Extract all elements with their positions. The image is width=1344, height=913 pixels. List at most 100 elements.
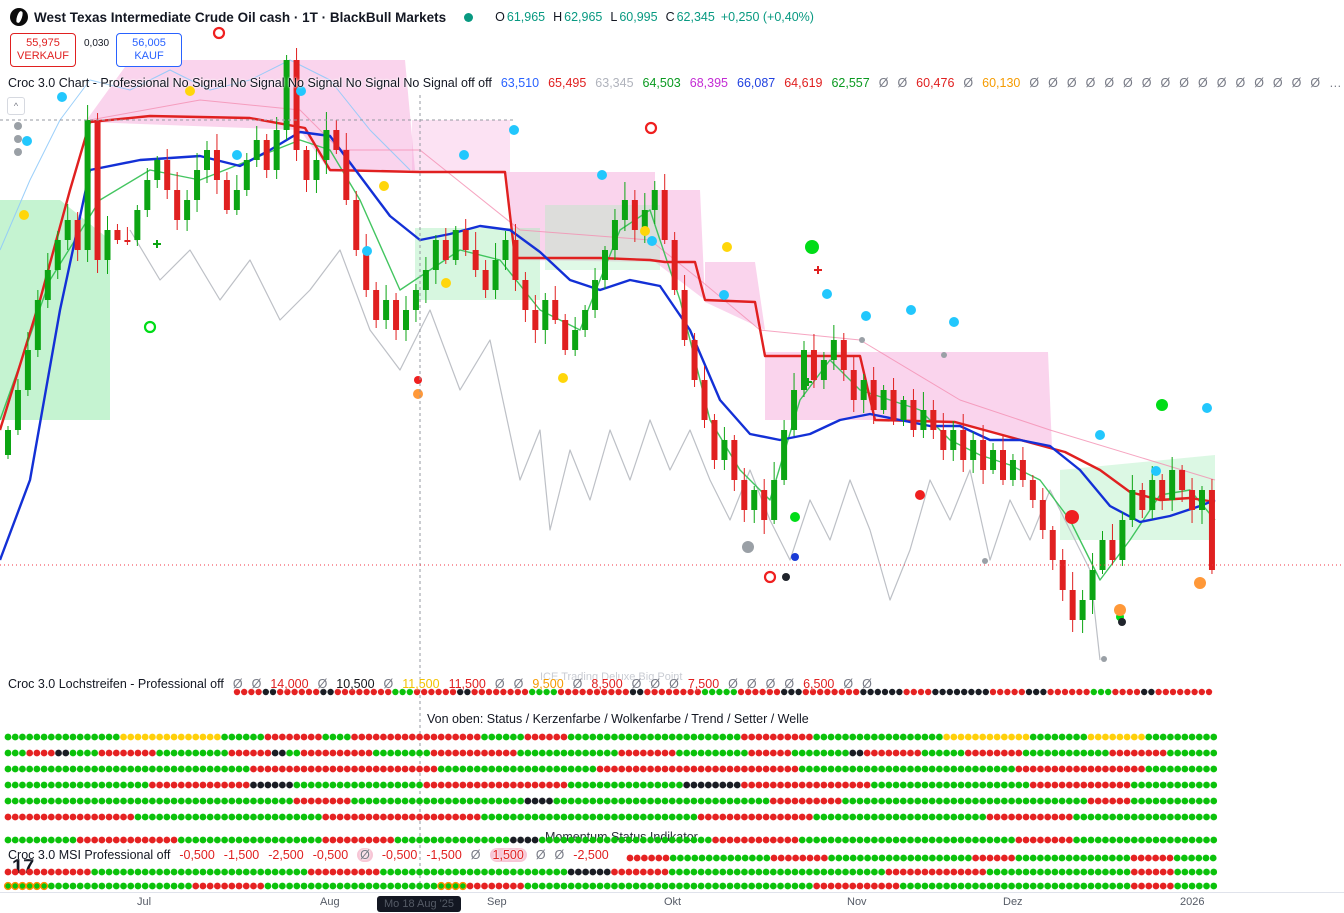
ohlc-pair: O 61,965 <box>495 10 546 24</box>
indicator-value: Ø <box>513 677 524 691</box>
indicator-value: Ø <box>1141 76 1152 90</box>
time-axis-label: Okt <box>664 896 682 908</box>
indicator-value: Ø <box>1216 76 1227 90</box>
indicator-value: Ø <box>317 677 328 691</box>
indicator-value: Ø <box>1254 76 1264 90</box>
indicator-value: Ø <box>494 677 505 691</box>
indicator-value: Ø <box>843 677 854 691</box>
spread-value: 0,030 <box>80 37 114 50</box>
indicator-value: 10,500 <box>336 677 375 691</box>
indicator-value: Ø <box>554 848 565 862</box>
indicator-value: 9,500 <box>532 677 564 691</box>
indicator-value: 63,345 <box>595 76 634 90</box>
indicator-value: Ø <box>1235 76 1246 90</box>
croc-chart-indicator-row[interactable]: Croc 3.0 Chart - Professional No Signal … <box>8 76 1342 90</box>
time-axis-label: Aug <box>320 896 340 908</box>
indicator-value: Ø <box>963 76 974 90</box>
buy-label: KAUF <box>134 50 164 62</box>
crosshair-date-badge: Mo 18 Aug '25 <box>377 896 461 912</box>
indicator-value: Ø <box>1123 76 1133 90</box>
indicator-value: 6,500 <box>803 677 835 691</box>
indicator-value: 7,500 <box>687 677 720 691</box>
symbol-logo-icon[interactable] <box>10 8 28 26</box>
indicator-value: 1,500 <box>489 848 527 862</box>
legend-text: Von oben: Status / Kerzenfarbe / Wolkenf… <box>427 712 809 726</box>
indicator-value: 64,619 <box>784 76 823 90</box>
indicator-values: -0,500 -1,500 -2,500 -0,500 Ø -0,500 -1,500 Ø 1,… <box>179 848 609 862</box>
indicator-values: Ø Ø 14,000 Ø 10,500 Ø 11,500 11,500 Ø Ø 9,500 Ø 8,50… <box>233 677 872 691</box>
indicator-value: Ø <box>1104 76 1115 90</box>
time-axis-label: Dez <box>1003 896 1023 908</box>
time-axis[interactable]: Mo 18 Aug '25 Jul Aug Sep Okt Nov Dez 2026 <box>0 892 1344 913</box>
chart-header: West Texas Intermediate Crude Oil cash ·… <box>10 8 814 26</box>
indicator-value: -0,500 <box>312 848 349 862</box>
ohlc-pair: C 62,345 <box>665 10 715 24</box>
indicator-value: Ø <box>1085 76 1096 90</box>
indicator-label: Croc 3.0 MSI Professional off <box>8 848 171 862</box>
indicator-value: Ø <box>746 677 757 691</box>
indicator-value: -1,500 <box>223 848 260 862</box>
indicator-value: 68,395 <box>689 76 728 90</box>
indicator-label: Croc 3.0 Lochstreifen - Professional off <box>8 677 224 691</box>
indicator-value: Ø <box>728 677 738 691</box>
symbol-title[interactable]: West Texas Intermediate Crude Oil cash ·… <box>34 9 447 25</box>
indicator-value: Ø <box>1048 76 1058 90</box>
indicator-value: Ø <box>765 677 776 691</box>
indicator-value: Ø <box>1197 76 1208 90</box>
indicator-value: 63,510 <box>500 76 540 90</box>
indicator-value: 62,557 <box>831 76 870 90</box>
watermark: ICE Trading Deluxe Big Point <box>540 671 683 683</box>
sell-button[interactable]: 55,975 VERKAUF <box>10 33 76 67</box>
indicator-values: 63,510 65,495 63,345 64,503 68,395 66,087 64,6… <box>501 76 1342 90</box>
indicator-value: 11,500 <box>448 677 486 691</box>
change-value: +0,250 (+0,40%) <box>720 10 814 24</box>
indicator-value: Ø <box>572 677 583 691</box>
indicator-value: Ø <box>1160 76 1171 90</box>
indicator-value: Ø <box>251 677 262 691</box>
indicator-value: -2,500 <box>268 848 304 862</box>
time-axis-label: Nov <box>847 896 867 908</box>
lochstreifen-indicator-row[interactable]: Croc 3.0 Lochstreifen - Professional off… <box>8 677 872 691</box>
indicator-label: Croc 3.0 Chart - Professional No Signal … <box>8 76 492 90</box>
msi-indicator-row[interactable]: Croc 3.0 MSI Professional off -0,500 -1,5… <box>8 848 609 862</box>
buy-button[interactable]: 56,005 KAUF <box>116 33 182 67</box>
order-panel: 55,975 VERKAUF 0,030 56,005 KAUF <box>10 33 182 67</box>
buy-price: 56,005 <box>132 37 166 49</box>
indicator-value: Ø <box>232 677 243 691</box>
indicator-value: -0,500 <box>381 848 418 862</box>
indicator-value: Ø <box>862 677 872 691</box>
indicator-value: Ø <box>784 677 795 691</box>
indicator-value: 60,130 <box>982 76 1021 90</box>
indicator-value: Ø <box>631 677 642 691</box>
price-source-dot-icon <box>464 12 474 22</box>
indicator-value: Ø <box>535 848 546 862</box>
indicator-value: Ø <box>1029 76 1040 90</box>
indicator-value: -2,500 <box>573 848 609 862</box>
indicator-value: Ø <box>878 76 889 90</box>
indicator-value: Ø <box>669 677 679 691</box>
indicator-value: Ø <box>1066 76 1077 90</box>
indicator-value: 64,503 <box>642 76 681 90</box>
indicator-value: … <box>1329 76 1342 90</box>
indicator-value: -1,500 <box>426 848 462 862</box>
time-axis-label: Jul <box>137 896 152 908</box>
indicator-value: Ø <box>897 76 908 90</box>
indicator-value: 60,476 <box>916 76 955 90</box>
indicator-value: Ø <box>1272 76 1283 90</box>
indicator-value: Ø <box>1310 76 1321 90</box>
indicator-value: Ø <box>357 848 373 862</box>
time-axis-label: Sep <box>487 896 507 908</box>
sell-label: VERKAUF <box>17 50 69 62</box>
indicator-value: Ø <box>650 677 661 691</box>
indicator-value: 65,495 <box>548 76 587 90</box>
indicator-value: Ø <box>470 848 481 862</box>
indicator-value: Ø <box>383 677 394 691</box>
indicator-value: 8,500 <box>591 677 623 691</box>
ohlc-pair: H 62,965 <box>553 10 603 24</box>
collapse-pane-button[interactable]: ^ <box>7 97 25 115</box>
sell-price: 55,975 <box>26 37 60 49</box>
indicator-value: Ø <box>1179 76 1189 90</box>
indicator-value: -0,500 <box>179 848 215 862</box>
